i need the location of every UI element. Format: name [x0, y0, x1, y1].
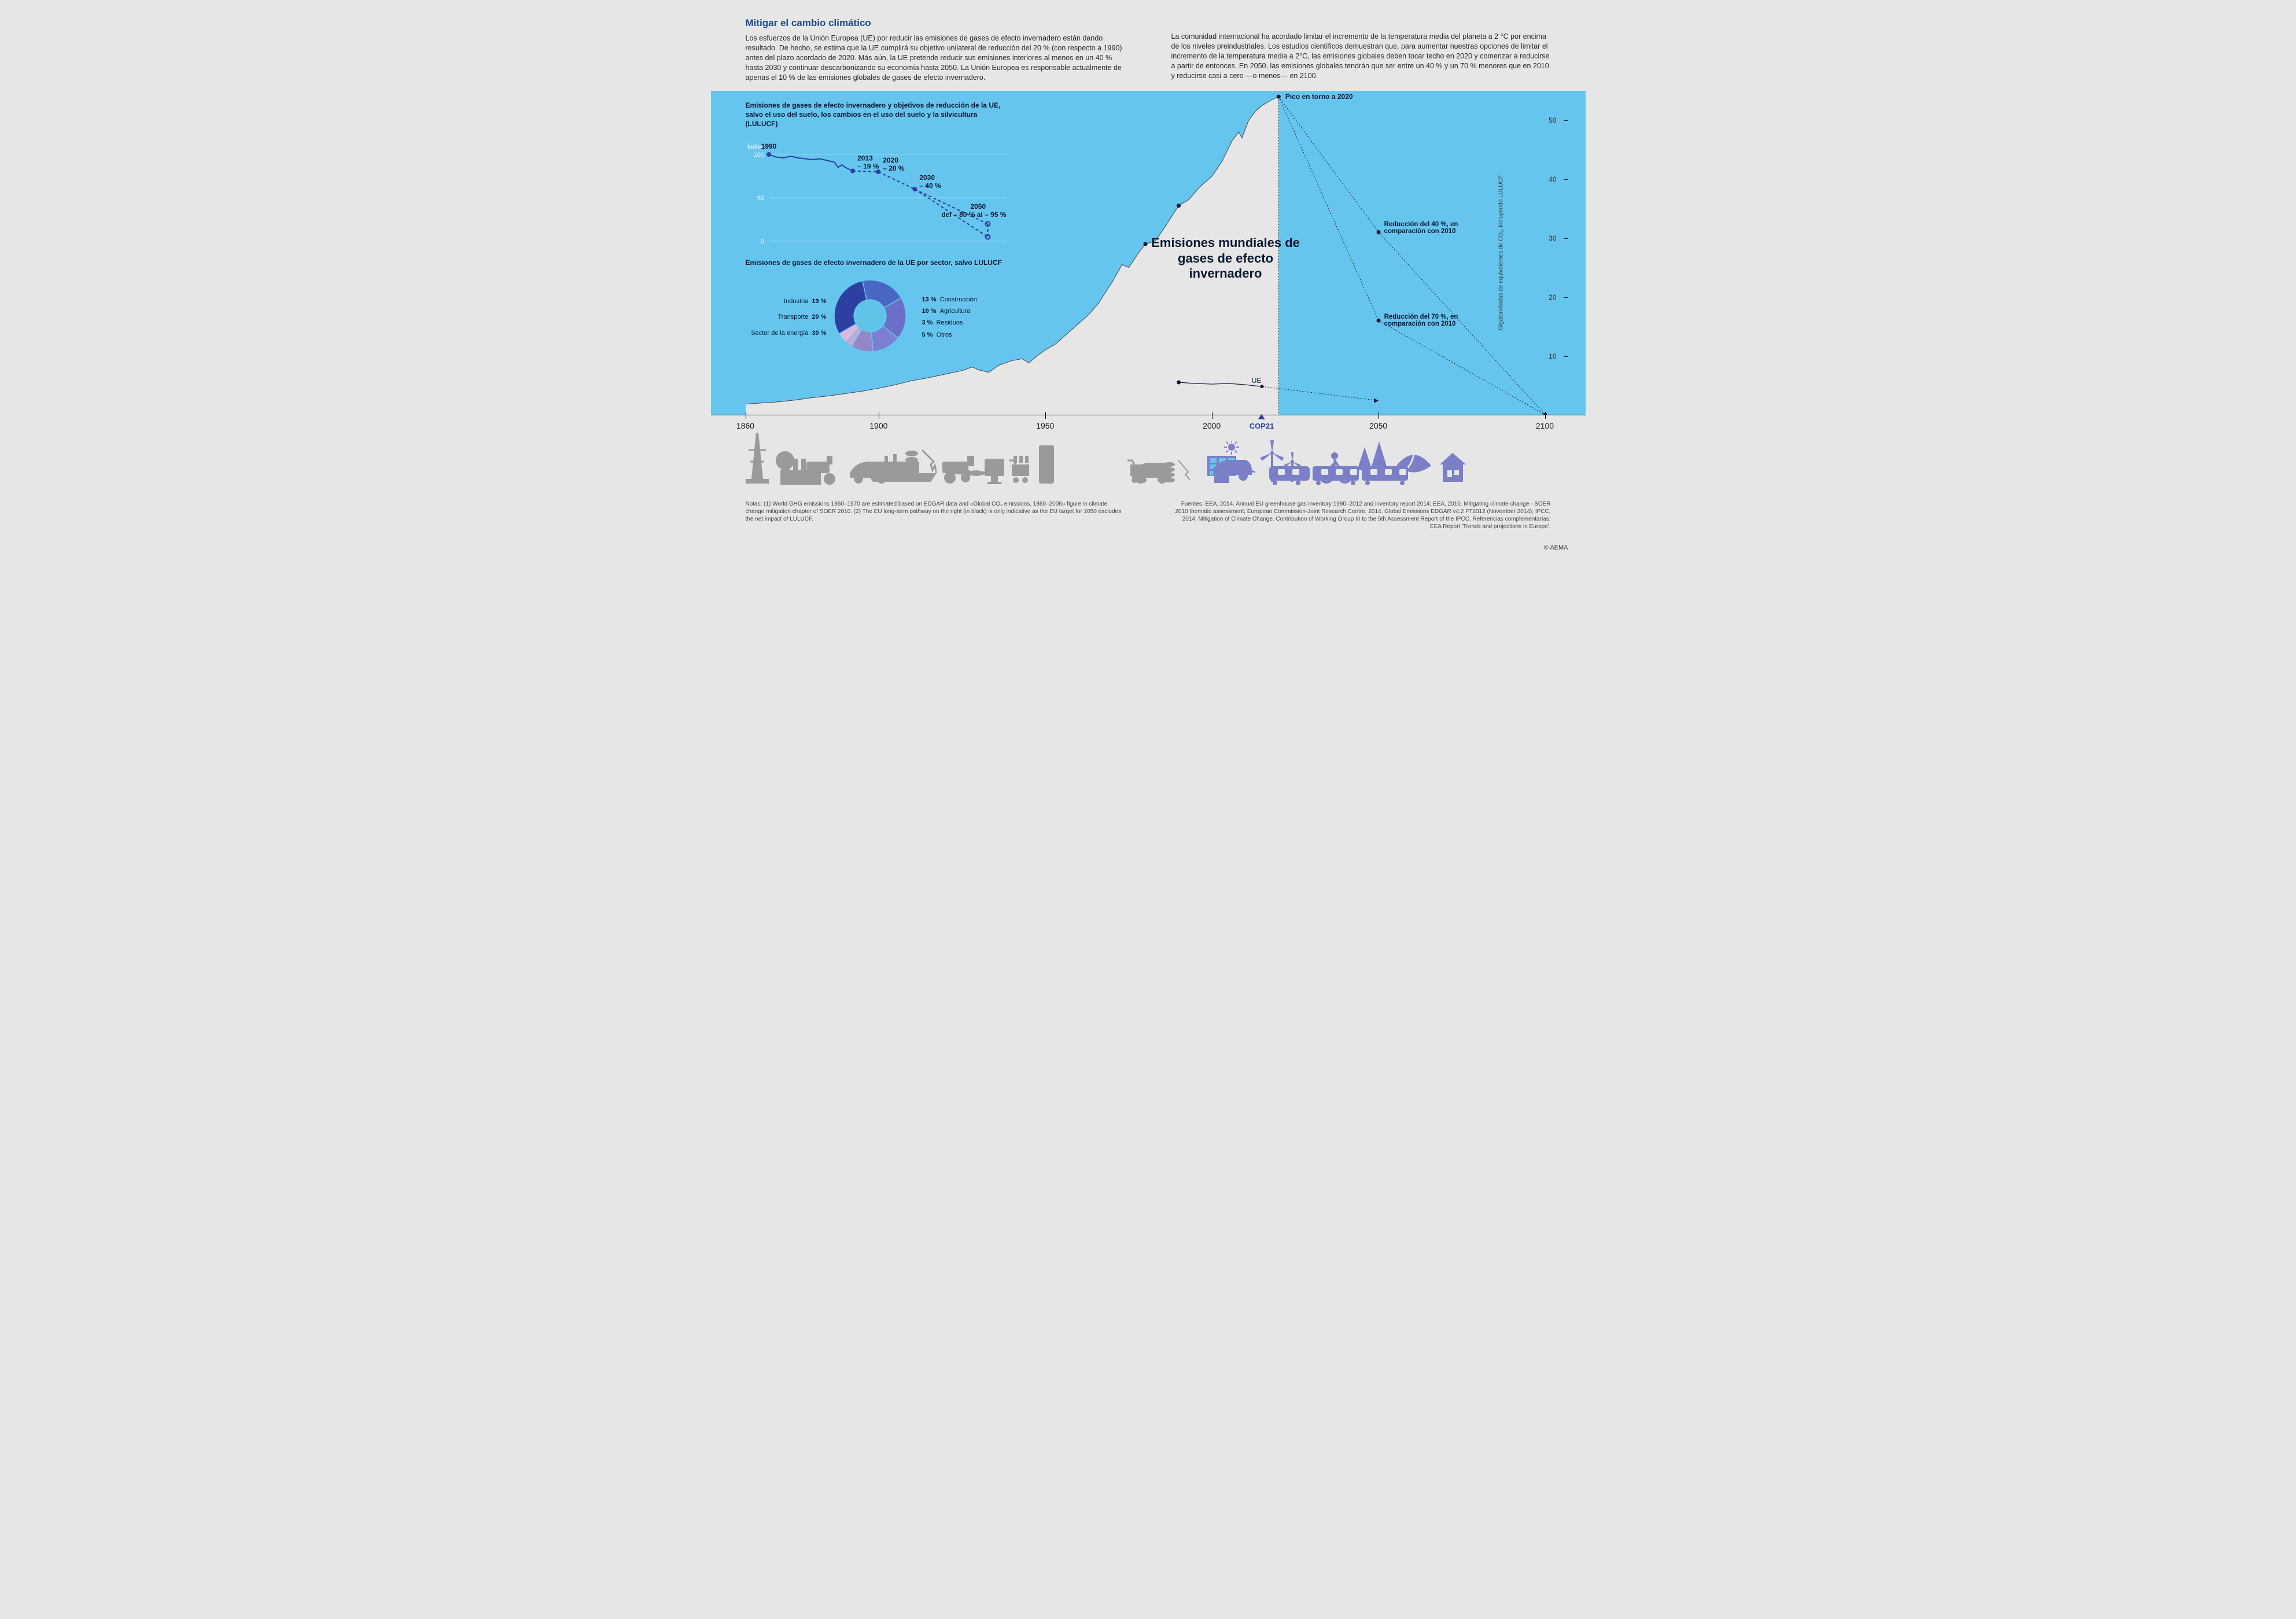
- svg-text:1990: 1990: [761, 142, 776, 150]
- inset-line-title: Emisiones de gases de efecto invernadero…: [746, 101, 1012, 128]
- reduction-70-annotation: Reducción del 70 %, en comparación con 2…: [1384, 314, 1488, 327]
- eu-annotation: UE: [1252, 377, 1262, 385]
- x-axis: 186019001950200020502100COP21: [711, 415, 1586, 430]
- svg-text:2050: 2050: [970, 202, 986, 211]
- eco-house-icon: [1437, 450, 1469, 488]
- reduction-40-annotation: Reducción del 40 %, en comparación con 2…: [1384, 221, 1488, 235]
- train-icon: [1266, 462, 1417, 488]
- footer-notes: Notas: (1) World GHG emissions 1860–1970…: [746, 500, 1125, 530]
- svg-text:del – 80 % al – 95 %: del – 80 % al – 95 %: [941, 211, 1006, 219]
- header-right-col: La comunidad internacional ha acordado l…: [1171, 17, 1551, 82]
- cart-decline-icon: [1127, 456, 1156, 488]
- main-chart-title: Emisiones mundiales de gases de efecto i…: [1151, 235, 1301, 281]
- donut-layout: Industria 19 %Transporte 20 %Sector de l…: [746, 272, 1023, 362]
- header: Mitigar el cambio climático Los esfuerzo…: [711, 0, 1586, 91]
- donut-labels-left: Industria 19 %Transporte 20 %Sector de l…: [746, 290, 827, 345]
- svg-text:– 20 %: – 20 %: [883, 164, 905, 172]
- page-root: Mitigar el cambio climático Los esfuerzo…: [711, 0, 1586, 560]
- svg-text:0: 0: [760, 238, 764, 245]
- header-left-col: Mitigar el cambio climático Los esfuerzo…: [746, 17, 1125, 82]
- footer-sources: Fuentes: EEA, 2014. Annual EU greenhouse…: [1171, 500, 1551, 530]
- inset-donut-title: Emisiones de gases de efecto invernadero…: [746, 259, 1023, 267]
- intro-right: La comunidad internacional ha acordado l…: [1171, 32, 1551, 80]
- factory-icon: [780, 453, 827, 488]
- svg-text:– 40 %: – 40 %: [919, 182, 941, 190]
- svg-text:2020: 2020: [883, 156, 898, 164]
- footer-credit: © AEMA: [711, 544, 1586, 560]
- fridge-icon: [1038, 444, 1055, 488]
- peak-annotation: Pico en torno a 2020: [1285, 93, 1353, 101]
- svg-text:2030: 2030: [919, 174, 935, 182]
- y-axis-label: Gigatoneladas de equivalentes de CO₂, in…: [1498, 175, 1504, 330]
- oil-derrick-icon: [746, 433, 769, 488]
- coins-decline-future-icon: [1162, 456, 1191, 488]
- cart-icon: [1009, 456, 1035, 488]
- tv-icon: [983, 456, 1006, 488]
- inset-line-svg: 050100Índice19902013– 19 %2020– 20 %2030…: [746, 134, 1012, 247]
- icons-row: [711, 430, 1586, 493]
- coins-decline-icon: [905, 441, 937, 488]
- inset-line-chart: Emisiones de gases de efecto invernadero…: [746, 101, 1012, 247]
- y-axis-right: Gigatoneladas de equivalentes de CO₂, in…: [1545, 91, 1574, 415]
- svg-text:2013: 2013: [857, 154, 873, 163]
- inset-donut-chart: Emisiones de gases de efecto invernadero…: [746, 259, 1023, 362]
- footer: Notas: (1) World GHG emissions 1860–1970…: [711, 493, 1586, 544]
- intro-left: Los esfuerzos de la Unión Europea (UE) p…: [746, 34, 1125, 82]
- ev-car-icon: [1208, 453, 1255, 488]
- donut-svg-wrap: [827, 272, 913, 362]
- main-chart-area: Gigatoneladas de equivalentes de CO₂, in…: [711, 91, 1586, 415]
- donut-labels-right: 13 % Construcción10 % Agricultura3 % Res…: [922, 293, 1020, 343]
- svg-text:50: 50: [757, 195, 764, 202]
- svg-text:– 19 %: – 19 %: [857, 163, 879, 171]
- svg-text:100: 100: [753, 152, 764, 158]
- donut-svg: [827, 272, 913, 359]
- page-title: Mitigar el cambio climático: [746, 17, 1125, 29]
